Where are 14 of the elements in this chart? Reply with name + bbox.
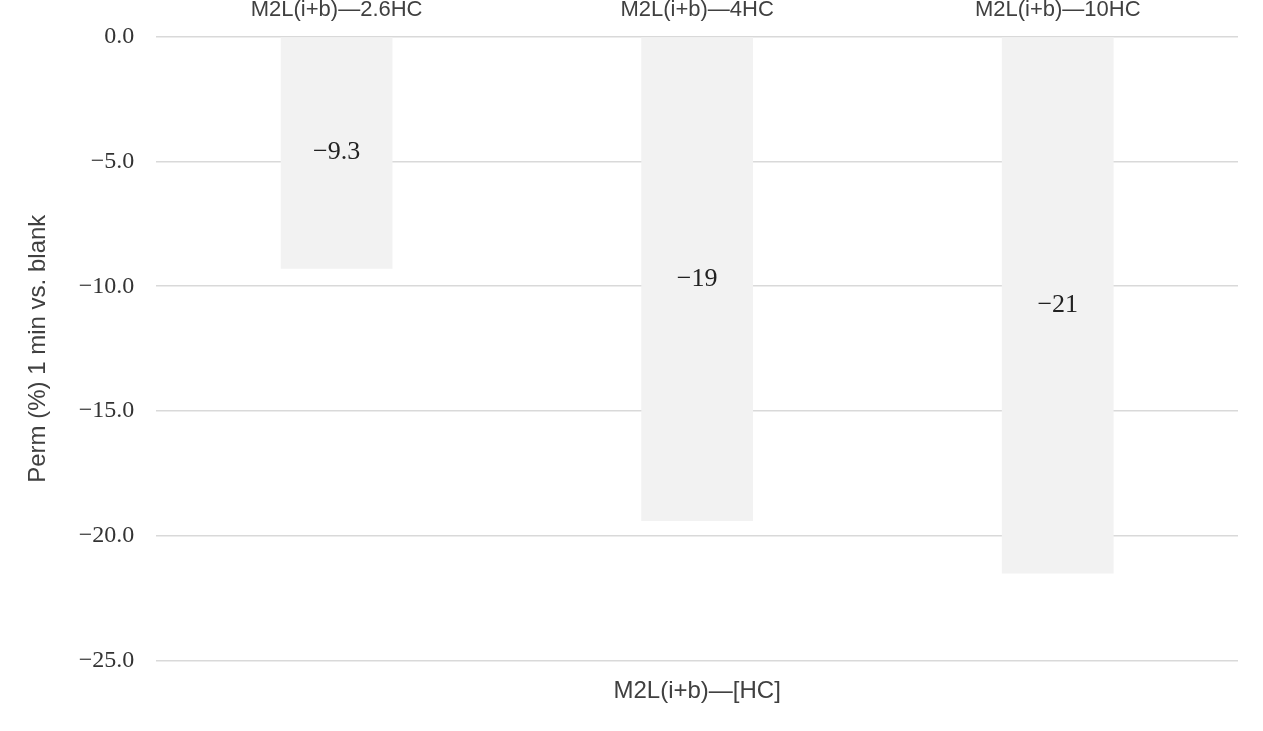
y-axis-title: Perm (%) 1 min vs. blank: [23, 213, 51, 483]
y-tick-label: −5.0: [90, 146, 135, 173]
y-tick-label: −10.0: [78, 271, 135, 298]
x-axis-title: M2L(i+b)—[HC]: [613, 675, 781, 703]
data-label: −21: [1037, 288, 1079, 318]
data-label: −19: [676, 262, 718, 292]
y-tick-label: −20.0: [78, 521, 135, 548]
data-label: −9.3: [313, 136, 361, 166]
y-tick-label: −15.0: [78, 396, 135, 423]
y-tick-label: −25.0: [78, 646, 135, 673]
y-tick-label: 0.0: [104, 21, 135, 48]
x-tick-label: M2L(i+b)—10HC: [974, 0, 1141, 21]
x-tick-label: M2L(i+b)—4HC: [620, 0, 774, 21]
x-tick-label: M2L(i+b)—2.6HC: [250, 0, 423, 21]
